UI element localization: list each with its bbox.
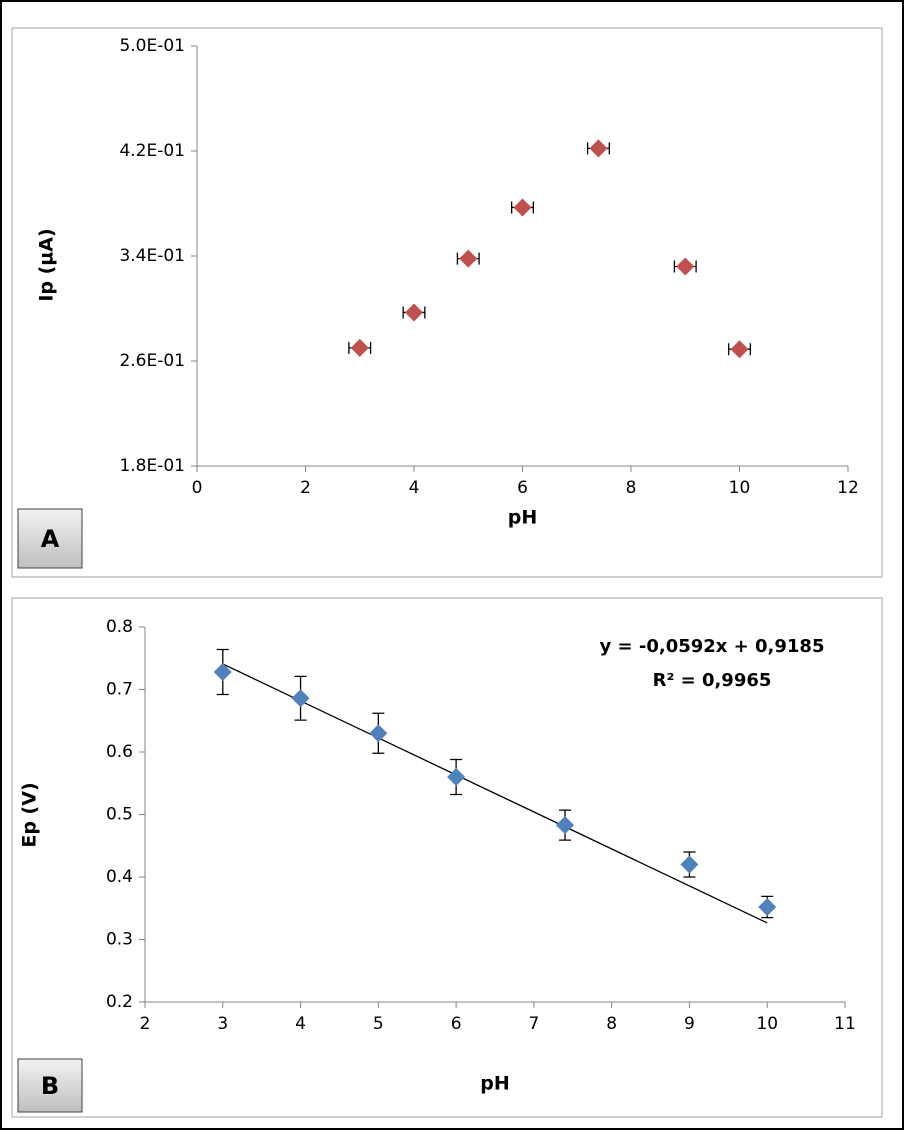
point xyxy=(513,198,532,217)
point xyxy=(758,898,777,916)
x-tick-label: 2 xyxy=(140,1014,151,1034)
y-tick-label: 2.6E-01 xyxy=(119,351,185,371)
y-tick-label: 1.8E-01 xyxy=(119,456,185,476)
panel-frame xyxy=(11,597,883,1118)
annotation: y = -0,0592x + 0,9185 xyxy=(600,636,825,657)
trendline xyxy=(222,663,768,924)
point xyxy=(405,303,423,322)
x-tick-label: 2 xyxy=(300,478,311,498)
x-tick-label: 11 xyxy=(834,1014,856,1034)
x-tick-label: 7 xyxy=(528,1014,539,1034)
y-tick-label: 4.2E-01 xyxy=(119,141,185,161)
annotation: R² = 0,9965 xyxy=(653,670,772,691)
y-tick-label: 5.0E-01 xyxy=(119,36,185,56)
point xyxy=(556,816,574,835)
x-tick-label: 6 xyxy=(517,478,528,498)
x-tick-label: 8 xyxy=(626,478,637,498)
panel-frame xyxy=(11,27,883,578)
x-tick-label: 9 xyxy=(684,1014,695,1034)
x-tick-label: 10 xyxy=(756,1014,778,1034)
y-tick-label: 0.2 xyxy=(106,992,133,1012)
point xyxy=(213,663,232,681)
x-tick-label: 6 xyxy=(451,1014,462,1034)
y-axis-title: Ip (µA) xyxy=(36,228,58,301)
x-tick-label: 0 xyxy=(192,478,203,498)
y-tick-label: 0.7 xyxy=(106,680,133,700)
point xyxy=(369,724,388,743)
point xyxy=(680,855,699,874)
y-axis-title: Ep (V) xyxy=(19,782,41,847)
y-tick-label: 0.6 xyxy=(106,742,133,762)
point xyxy=(676,257,695,276)
point xyxy=(291,689,310,708)
y-tick-label: 3.4E-01 xyxy=(119,246,185,266)
x-tick-label: 3 xyxy=(217,1014,228,1034)
x-tick-label: 12 xyxy=(837,478,859,498)
panel-label-box xyxy=(17,1058,83,1113)
x-tick-label: 4 xyxy=(295,1014,306,1034)
point xyxy=(350,338,369,357)
x-tick-label: 8 xyxy=(606,1014,617,1034)
point xyxy=(730,340,749,359)
x-axis-title: pH xyxy=(508,507,538,529)
panel-label: B xyxy=(41,1072,59,1100)
y-tick-label: 0.8 xyxy=(106,617,133,637)
y-tick-label: 0.4 xyxy=(106,867,133,887)
panel-label-box xyxy=(17,508,83,569)
x-tick-label: 10 xyxy=(729,478,751,498)
point xyxy=(459,249,478,268)
x-tick-label: 4 xyxy=(409,478,420,498)
x-axis-title: pH xyxy=(480,1073,510,1095)
y-tick-label: 0.3 xyxy=(106,930,133,950)
point xyxy=(447,768,466,786)
y-tick-label: 0.5 xyxy=(106,805,133,825)
point xyxy=(589,139,608,158)
x-tick-label: 5 xyxy=(373,1014,384,1034)
panel-label: A xyxy=(41,525,60,553)
